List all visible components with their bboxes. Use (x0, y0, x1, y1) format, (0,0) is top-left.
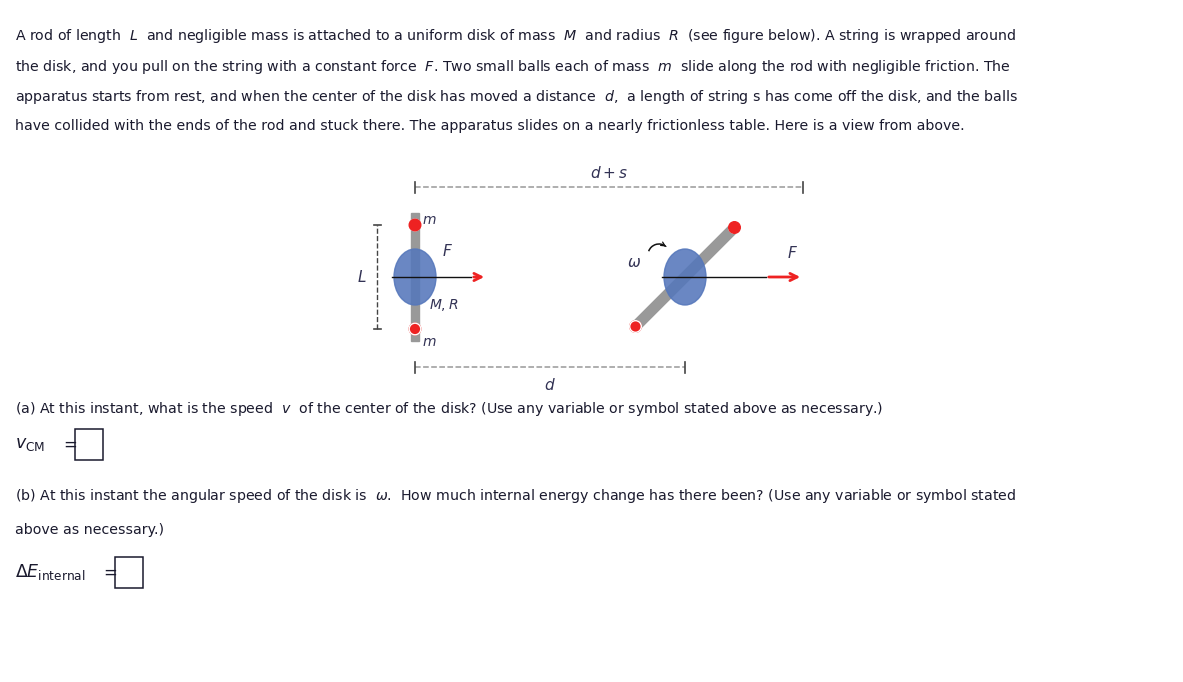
Text: $d + s$: $d + s$ (590, 165, 628, 181)
Text: $m$: $m$ (422, 213, 437, 227)
Circle shape (629, 321, 641, 332)
Circle shape (409, 323, 421, 335)
Circle shape (729, 222, 741, 233)
Bar (75, 428, 103, 460)
Text: $=$: $=$ (60, 435, 77, 453)
Text: the disk, and you pull on the string with a constant force  $F$. Two small balls: the disk, and you pull on the string wit… (15, 57, 1010, 76)
Text: $v_{\mathrm{CM}}$: $v_{\mathrm{CM}}$ (15, 435, 45, 453)
Text: $\omega$: $\omega$ (627, 256, 641, 270)
Text: $F$: $F$ (442, 243, 453, 259)
Text: $=$: $=$ (101, 563, 117, 581)
Text: have collided with the ends of the rod and stuck there. The apparatus slides on : have collided with the ends of the rod a… (15, 119, 964, 132)
Ellipse shape (664, 249, 706, 305)
Ellipse shape (394, 249, 437, 305)
Bar (412, 213, 419, 341)
Circle shape (409, 219, 421, 231)
Text: $M, R$: $M, R$ (429, 297, 459, 313)
Text: $m$: $m$ (422, 335, 437, 349)
Text: $F$: $F$ (787, 245, 799, 261)
Bar (115, 557, 143, 587)
Text: $L$: $L$ (357, 269, 367, 285)
Text: $d$: $d$ (544, 377, 556, 393)
Text: (a) At this instant, what is the speed  $v$  of the center of the disk? (Use any: (a) At this instant, what is the speed $… (15, 400, 884, 418)
Text: apparatus starts from rest, and when the center of the disk has moved a distance: apparatus starts from rest, and when the… (15, 88, 1019, 106)
Text: above as necessary.): above as necessary.) (15, 523, 164, 537)
Text: A rod of length  $L$  and negligible mass is attached to a uniform disk of mass : A rod of length $L$ and negligible mass … (15, 27, 1016, 45)
Text: (b) At this instant the angular speed of the disk is  $\omega$.  How much intern: (b) At this instant the angular speed of… (15, 487, 1016, 505)
Text: $\Delta E_{\mathrm{internal}}$: $\Delta E_{\mathrm{internal}}$ (15, 562, 85, 582)
